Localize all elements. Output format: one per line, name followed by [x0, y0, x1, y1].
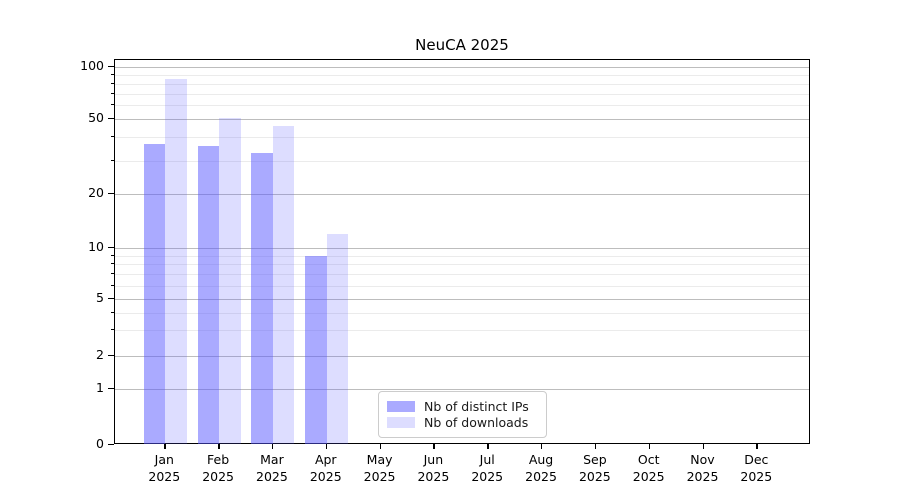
bar-nb-of-downloads-jan: [165, 79, 187, 444]
y-minor-tick-6: [110, 284, 114, 286]
x-tick-label-aug: Aug 2025: [525, 452, 557, 484]
x-tick-label-dec: Dec 2025: [740, 452, 773, 484]
gridline-minor-40: [115, 137, 809, 139]
y-minor-tick-60: [110, 104, 114, 106]
y-minor-tick-9: [110, 254, 114, 256]
x-tick-label-jun: Jun 2025: [417, 452, 450, 484]
y-tick-10: [108, 247, 114, 249]
y-minor-tick-40: [110, 136, 114, 138]
y-tick-20: [108, 193, 114, 195]
y-minor-tick-3: [110, 329, 114, 331]
y-tick-1: [108, 388, 114, 390]
x-tick-label-jan: Jan 2025: [148, 452, 181, 484]
gridline-major-100: [115, 67, 809, 68]
plot-area: [114, 59, 810, 444]
y-minor-tick-90: [110, 73, 114, 75]
bar-nb-of-distinct-ips-jan: [143, 143, 166, 444]
gridline-minor-90: [115, 74, 809, 76]
gridline-major-10: [115, 248, 809, 249]
gridline-minor-60: [115, 105, 809, 107]
y-tick-0: [108, 444, 114, 446]
x-tick-dec: [756, 444, 758, 449]
chart-title: NeuCA 2025: [415, 36, 509, 54]
x-tick-label-mar: Mar 2025: [256, 452, 288, 484]
y-minor-tick-4: [110, 311, 114, 313]
y-tick-label-10: 10: [88, 239, 104, 254]
bar-nb-of-downloads-mar: [272, 125, 295, 444]
gridline-minor-30: [115, 160, 809, 162]
y-minor-tick-7: [110, 273, 114, 275]
y-minor-tick-70: [110, 92, 114, 94]
x-tick-label-sep: Sep 2025: [578, 452, 611, 484]
gridline-major-2: [115, 355, 809, 357]
gridline-major-1: [115, 389, 809, 390]
x-tick-label-feb: Feb 2025: [202, 452, 235, 484]
legend-entry-downloads: Nb of downloads: [387, 415, 538, 430]
x-tick-may: [379, 444, 381, 449]
x-tick-label-jul: Jul 2025: [471, 452, 504, 484]
gridline-minor-7: [115, 274, 809, 276]
y-minor-tick-80: [110, 82, 114, 84]
gridline-minor-8: [115, 264, 809, 266]
x-tick-apr: [325, 444, 328, 449]
y-tick-label-100: 100: [80, 58, 104, 73]
legend: Nb of distinct IPs Nb of downloads: [378, 391, 547, 438]
gridline-major-5: [115, 299, 809, 300]
x-tick-aug: [541, 444, 543, 449]
bar-nb-of-downloads-apr: [326, 233, 349, 444]
gridline-minor-80: [115, 83, 809, 85]
gridline-minor-3: [115, 330, 809, 332]
bar-nb-of-distinct-ips-apr: [305, 255, 327, 444]
y-tick-label-20: 20: [88, 185, 104, 200]
y-tick-label-2: 2: [96, 346, 104, 362]
y-minor-tick-8: [110, 263, 114, 265]
x-tick-oct: [648, 444, 651, 449]
x-tick-label-apr: Apr 2025: [309, 452, 342, 484]
legend-entry-distinct-ips: Nb of distinct IPs: [387, 399, 538, 414]
y-tick-label-0: 0: [96, 436, 104, 451]
x-tick-sep: [594, 444, 597, 449]
legend-label-distinct-ips: Nb of distinct IPs: [424, 398, 529, 414]
y-tick-50: [108, 118, 114, 120]
x-tick-feb: [218, 444, 220, 449]
y-tick-100: [108, 66, 114, 68]
y-tick-label-1: 1: [96, 380, 104, 395]
y-tick-label-50: 50: [88, 110, 104, 125]
gridline-minor-70: [115, 93, 809, 95]
bar-nb-of-distinct-ips-mar: [251, 153, 273, 444]
legend-swatch-distinct-ips: [387, 400, 415, 412]
y-tick-2: [108, 354, 114, 356]
x-tick-mar: [271, 444, 274, 449]
legend-swatch-downloads: [387, 417, 415, 429]
x-tick-jun: [433, 444, 435, 449]
bar-nb-of-downloads-feb: [219, 117, 241, 444]
y-minor-tick-30: [110, 159, 114, 161]
gridline-minor-4: [115, 312, 809, 314]
x-tick-label-nov: Nov 2025: [686, 452, 719, 484]
x-tick-nov: [702, 444, 704, 449]
x-tick-label-may: May 2025: [363, 452, 396, 484]
gridline-major-50: [115, 119, 809, 120]
gridline-major-20: [115, 194, 809, 195]
bar-nb-of-distinct-ips-feb: [197, 145, 220, 444]
y-tick-5: [108, 298, 114, 300]
x-tick-jul: [487, 444, 489, 449]
x-tick-label-oct: Oct 2025: [632, 452, 665, 484]
gridline-minor-6: [115, 285, 809, 287]
y-tick-label-5: 5: [96, 290, 104, 305]
gridline-minor-9: [115, 255, 809, 257]
legend-label-downloads: Nb of downloads: [424, 415, 529, 431]
x-tick-jan: [164, 444, 166, 449]
